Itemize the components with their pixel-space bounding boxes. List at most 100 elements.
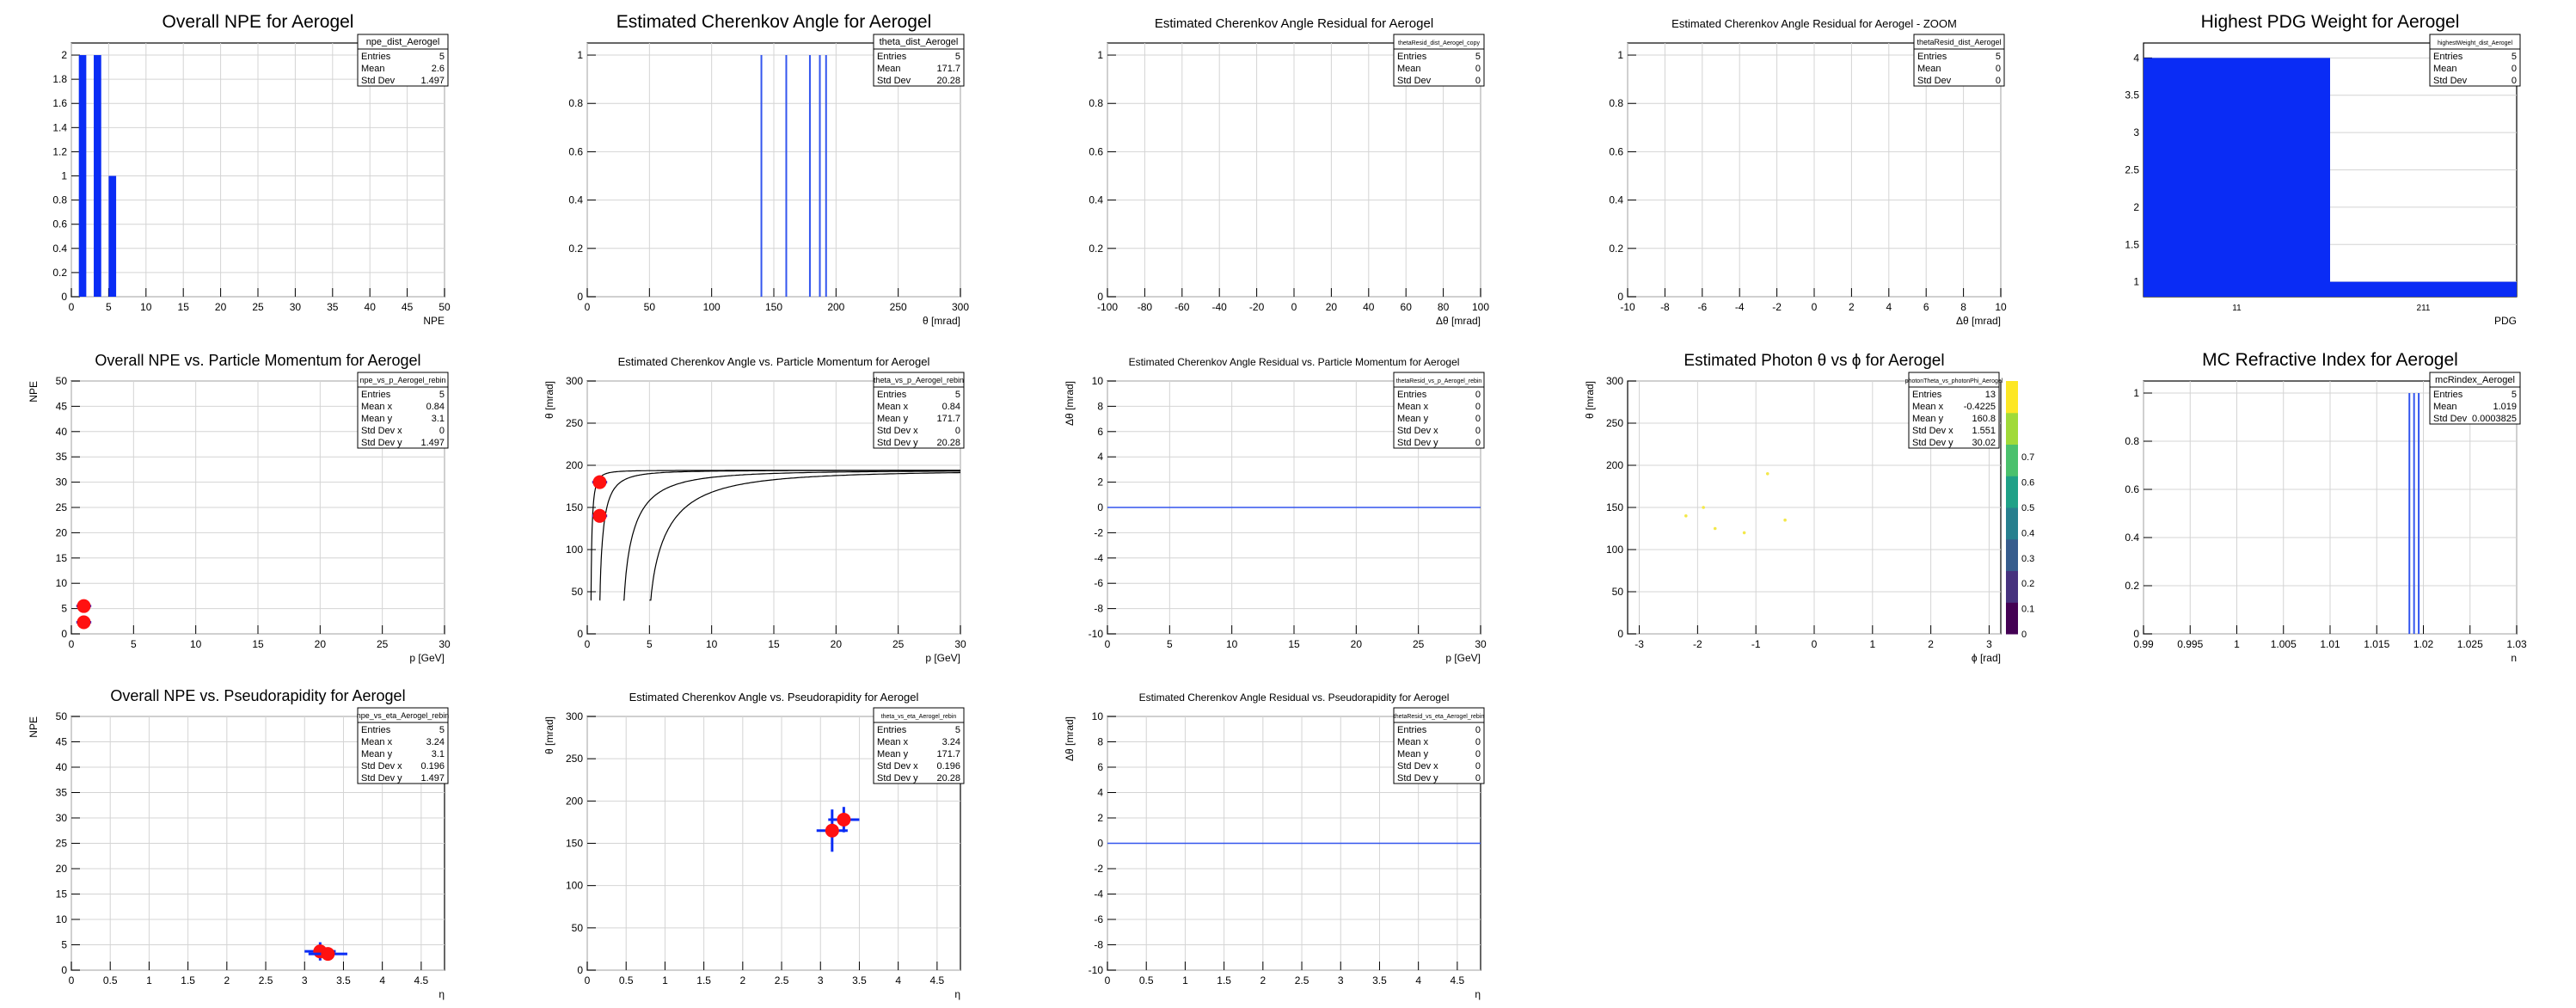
- y-tick-label: 15: [56, 552, 68, 564]
- x-tick-label: 3: [818, 974, 824, 986]
- colorbar-segment: [2006, 381, 2018, 414]
- y-tick-label: 0.4: [52, 243, 67, 255]
- x-tick-label: 4: [1886, 301, 1892, 313]
- y-tick-label: 8: [1097, 400, 1103, 412]
- x-tick-label: -40: [1212, 301, 1228, 313]
- y-tick-label: 0: [1097, 838, 1103, 850]
- stats-key: Entries: [361, 390, 391, 400]
- x-tick-label: 150: [765, 301, 782, 313]
- x-tick-label: 25: [892, 638, 905, 650]
- grid: [2143, 381, 2518, 635]
- stats-value: 171.7: [936, 749, 960, 759]
- stats-value: 3.24: [426, 737, 445, 747]
- x-tick-label: 10: [140, 301, 152, 313]
- y-tick-label: 30: [56, 812, 68, 824]
- stats-key: Std Dev y: [361, 438, 402, 448]
- stats-value: 30.02: [1972, 438, 1996, 448]
- y-tick-label: 0.6: [1089, 145, 1103, 157]
- y-tick-label: 20: [56, 863, 68, 875]
- colorbar-segment: [2006, 444, 2018, 476]
- stats-value: 20.28: [936, 773, 960, 784]
- chart-title: Overall NPE vs. Particle Momentum for Ae…: [95, 352, 420, 369]
- y-tick-label: 0: [61, 964, 67, 976]
- stats-value: 0: [1475, 414, 1481, 424]
- y-tick-label: 0.2: [568, 243, 583, 255]
- y-tick-label: -6: [1094, 913, 1103, 925]
- y-tick-label: 0: [1097, 291, 1103, 303]
- stats-key: Std Dev x: [877, 426, 918, 436]
- x-tick-label: 1.02: [2413, 638, 2434, 650]
- category-bar: [2330, 281, 2517, 297]
- stats-name: npe_dist_Aerogel: [366, 37, 440, 47]
- chart-panel-8: -10 -8 -6 -4 -2 0 2 4 6 8 10 0 5 10 15 20 25 30 Estimated …: [1064, 356, 1487, 664]
- x-axis-label: n: [2511, 652, 2517, 664]
- y-axis-label: Δθ [mrad]: [1064, 381, 1076, 426]
- y-tick-label: 50: [56, 710, 68, 722]
- stats-box-frame: [357, 372, 449, 449]
- y-tick-label: 1.6: [52, 97, 67, 109]
- stats-box-frame: [1393, 34, 1485, 87]
- y-tick-label: 1: [2133, 387, 2139, 399]
- x-tick-label: 30: [439, 638, 451, 650]
- category-label: 211: [2417, 304, 2431, 313]
- y-tick-label: 0: [1617, 628, 1623, 640]
- y-tick-label: 0: [61, 628, 67, 640]
- stats-value: 1.019: [2493, 402, 2517, 412]
- stats-key: Std Dev: [2433, 76, 2468, 86]
- y-tick-label: 1: [577, 49, 583, 61]
- y-axis-label: NPE: [28, 716, 40, 738]
- stats-value: 20.28: [936, 438, 960, 448]
- y-tick-label: 3: [2133, 126, 2139, 138]
- stats-box: mcRindex_Aerogel Entries 5 Mean 1.019 Std Dev…: [2429, 372, 2521, 425]
- stats-value: 0: [1475, 749, 1481, 759]
- theta-curve: [599, 470, 960, 601]
- y-tick-label: 150: [566, 501, 583, 513]
- chart-title: Estimated Cherenkov Angle Residual for A…: [1671, 17, 1957, 30]
- stats-key: Entries: [877, 725, 907, 735]
- y-tick-label: 0.8: [52, 194, 67, 206]
- x-tick-label: 4: [379, 974, 385, 986]
- chart-panel-1: 00.20.40.60.811.21.41.61.820 5 10 15 20 25 30 3…: [52, 12, 451, 327]
- y-tick-label: 250: [566, 753, 583, 765]
- y-tick-label: 1.2: [52, 145, 67, 157]
- y-tick-label: 25: [56, 838, 68, 850]
- stats-key: Std Dev y: [361, 773, 402, 784]
- stats-value: 5: [439, 725, 445, 735]
- y-tick-label: 35: [56, 451, 68, 463]
- y-tick-label: 150: [566, 838, 583, 850]
- stats-box: thetaResid_vs_eta_Aerogel_rebin Entries 0 M…: [1393, 707, 1485, 784]
- y-tick-label: 45: [56, 400, 68, 412]
- x-tick-label: 2: [224, 974, 230, 986]
- x-tick-label: 30: [1475, 638, 1487, 650]
- x-tick-label: 0.5: [619, 974, 634, 986]
- y-tick-label: 50: [572, 922, 584, 934]
- y-tick-label: 250: [566, 417, 583, 429]
- stats-key: Std Dev: [2433, 414, 2468, 424]
- stats-box: thetaResid_dist_Aerogel Entries 5 Mean 0 Std …: [1913, 34, 2005, 87]
- y-tick-label: 0: [2133, 628, 2139, 640]
- x-tick-label: 200: [827, 301, 844, 313]
- stats-key: Entries: [1397, 725, 1427, 735]
- x-axis-label: ϕ [rad]: [1972, 652, 2001, 664]
- stats-value: 0.0003825: [2472, 414, 2517, 424]
- stats-value: 5: [2512, 390, 2517, 400]
- stats-key: Mean x: [361, 402, 393, 412]
- y-tick-label: 35: [56, 787, 68, 799]
- stats-box: theta_dist_Aerogel Entries 5 Mean 171.7 Std D…: [873, 34, 965, 87]
- stats-key: Entries: [877, 52, 907, 62]
- x-tick-label: 20: [1351, 638, 1363, 650]
- stats-value: 0.84: [426, 402, 445, 412]
- chart-panel-10: 0 0.2 0.4 0.6 0.8 1 0.99 0.995 1 1.005 1.01 1.015 1.…: [2125, 350, 2527, 664]
- stats-key: Std Dev y: [1912, 438, 1953, 448]
- heat-cell: [1765, 472, 1769, 476]
- x-tick-label: -20: [1249, 301, 1265, 313]
- x-tick-label: 3.5: [1372, 974, 1387, 986]
- hist-bar: [78, 55, 87, 298]
- x-tick-label: 0: [585, 638, 591, 650]
- x-tick-label: 25: [377, 638, 389, 650]
- stats-key: Std Dev y: [1397, 773, 1438, 784]
- stats-name: theta_dist_Aerogel: [880, 37, 959, 47]
- y-tick-label: 0.2: [52, 267, 67, 279]
- x-tick-label: 1.005: [2271, 638, 2297, 650]
